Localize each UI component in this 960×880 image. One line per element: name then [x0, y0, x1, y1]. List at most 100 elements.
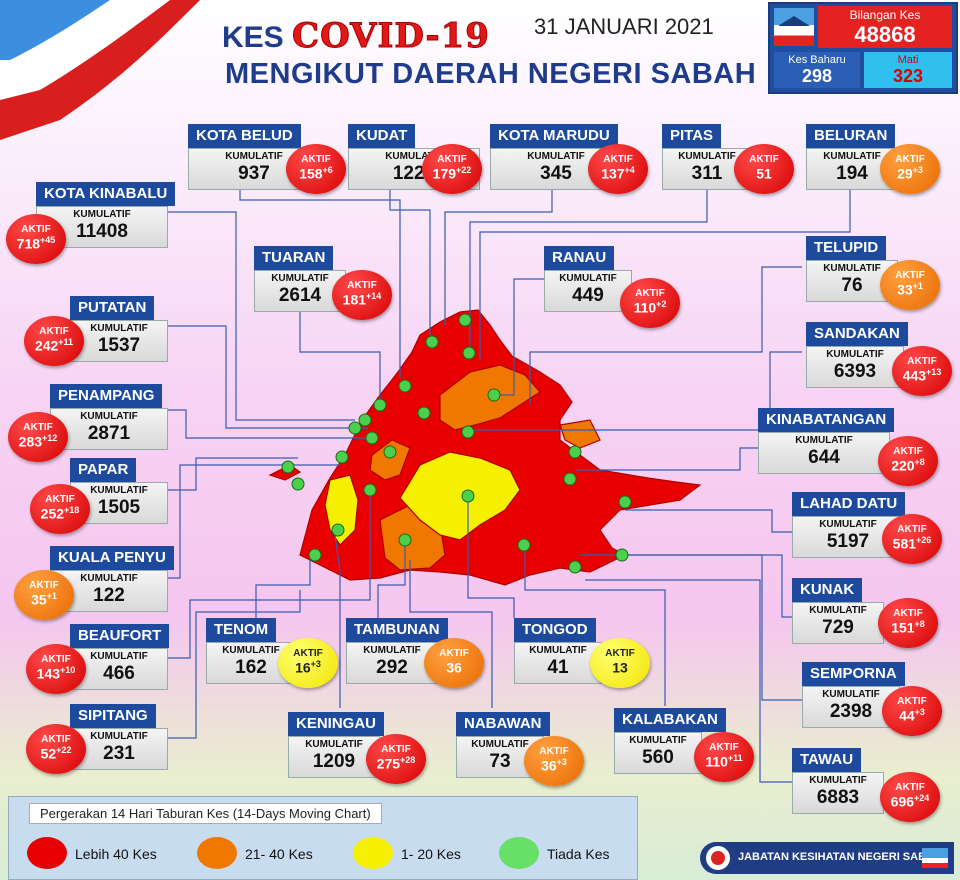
district-name: TAWAU: [792, 748, 862, 772]
aktif-label: AKTIF: [709, 742, 739, 753]
district-name: TAMBUNAN: [346, 618, 448, 642]
district-box: KUMULATIF 231: [70, 728, 168, 770]
aktif-new: +8: [914, 619, 925, 629]
red-dot-icon: [27, 837, 67, 869]
kumulatif-value: 231: [103, 743, 135, 764]
aktif-value: 252: [40, 505, 65, 522]
total-cases-value: 48868: [854, 22, 916, 47]
district-name: RANAU: [544, 246, 615, 270]
kumulatif-value: 194: [836, 163, 868, 184]
aktif-new: +24: [914, 793, 930, 803]
district-box: KUMULATIF 449: [544, 270, 632, 312]
aktif-value: 275: [376, 755, 401, 772]
kumulatif-label: KUMULATIF: [471, 739, 529, 750]
district-name: PITAS: [662, 124, 722, 148]
aktif-new: +12: [42, 433, 58, 443]
title-covid: COVID-19: [292, 16, 490, 57]
aktif-value: 16: [295, 659, 311, 676]
aktif-value: 443: [902, 367, 927, 384]
aktif-value: 35: [31, 591, 47, 608]
kumulatif-value: 73: [489, 751, 511, 772]
district-name: LAHAD DATU: [792, 492, 906, 516]
kumulatif-value: 292: [376, 657, 408, 678]
kumulatif-label: KUMULATIF: [363, 645, 421, 656]
district-box: KUMULATIF 1537: [70, 320, 168, 362]
aktif-value: 110: [705, 753, 728, 770]
kumulatif-label: KUMULATIF: [823, 151, 881, 162]
district-box: KUMULATIF 2614: [254, 270, 346, 312]
aktif-bubble: AKTIF 33+1: [880, 260, 940, 310]
aktif-bubble: AKTIF 252+18: [30, 484, 90, 534]
aktif-label: AKTIF: [907, 356, 937, 367]
aktif-new: +4: [624, 165, 635, 175]
aktif-value: 44: [899, 707, 915, 724]
aktif-bubble: AKTIF 44+3: [882, 686, 942, 736]
kumulatif-label: KUMULATIF: [385, 151, 443, 162]
aktif-bubble: AKTIF 283+12: [8, 412, 68, 462]
kumulatif-value: 122: [93, 585, 125, 606]
aktif-label: AKTIF: [21, 224, 51, 235]
aktif-bubble: AKTIF 151+8: [878, 598, 938, 648]
district-box: KUMULATIF 311: [662, 148, 752, 190]
aktif-bubble: AKTIF 718+45: [6, 214, 66, 264]
kumulatif-label: KUMULATIF: [80, 411, 138, 422]
kumulatif-label: KUMULATIF: [222, 645, 280, 656]
kumulatif-value: 449: [572, 285, 604, 306]
hospital-markers: [281, 313, 632, 574]
kumulatif-value: 1209: [312, 751, 356, 772]
legend: Pergerakan 14 Hari Taburan Kes (14-Days …: [8, 796, 638, 880]
district-name: TONGOD: [514, 618, 596, 642]
aktif-bubble: AKTIF 35+1: [14, 570, 74, 620]
kumulatif-label: KUMULATIF: [826, 349, 884, 360]
aktif-new: +1: [912, 281, 923, 291]
aktif-label: AKTIF: [347, 280, 377, 291]
district-box: KUMULATIF 6393: [806, 346, 904, 388]
district-box: KUMULATIF 644: [758, 432, 890, 474]
district-name: KOTA KINABALU: [36, 182, 176, 206]
legend-label: Tiada Kes: [547, 846, 610, 862]
kumulatif-label: KUMULATIF: [819, 519, 877, 530]
aktif-new: +3: [556, 757, 567, 767]
aktif-label: AKTIF: [29, 580, 59, 591]
title-line2: MENGIKUT DAERAH NEGERI SABAH: [225, 58, 757, 90]
new-cases: Kes Baharu 298: [774, 52, 860, 88]
kumulatif-value: 466: [103, 663, 135, 684]
aktif-value: 696: [890, 793, 915, 810]
kumulatif-label: KUMULATIF: [822, 689, 880, 700]
aktif-value: 137: [601, 165, 625, 182]
aktif-bubble: AKTIF 137+4: [588, 144, 648, 194]
kumulatif-value: 2871: [87, 423, 131, 444]
kumulatif-label: KUMULATIF: [529, 645, 587, 656]
aktif-value: 13: [612, 659, 628, 676]
district-box: KUMULATIF 560: [614, 732, 702, 774]
aktif-label: AKTIF: [23, 422, 53, 433]
aktif-value: 51: [756, 165, 772, 182]
district-box: KUMULATIF 466: [70, 648, 168, 690]
district-name: KUNAK: [792, 578, 863, 602]
kumulatif-label: KUMULATIF: [809, 605, 867, 616]
connector-lines: [166, 186, 851, 783]
title-line1: KES COVID-19: [222, 16, 490, 57]
aktif-new: +11: [727, 753, 743, 763]
green-dot-icon: [499, 837, 539, 869]
aktif-label: AKTIF: [293, 648, 323, 659]
kumulatif-value: 560: [642, 747, 674, 768]
aktif-value: 36: [541, 757, 557, 774]
aktif-new: +8: [914, 457, 925, 467]
district-name: KUALA PENYU: [50, 546, 174, 570]
kumulatif-label: KUMULATIF: [678, 151, 736, 162]
aktif-value: 29: [897, 165, 913, 182]
sabah-flag-icon: [774, 8, 814, 46]
aktif-label: AKTIF: [635, 288, 665, 299]
aktif-bubble: AKTIF 581+26: [882, 514, 942, 564]
aktif-new: +26: [916, 535, 932, 545]
district-name: KOTA BELUD: [188, 124, 301, 148]
district-box: KUMULATIF 1209: [288, 736, 380, 778]
kumulatif-label: KUMULATIF: [809, 775, 867, 786]
district-name: BELURAN: [806, 124, 896, 148]
aktif-new: +3: [310, 659, 321, 669]
aktif-new: +1: [46, 591, 57, 601]
aktif-new: +3: [914, 707, 925, 717]
